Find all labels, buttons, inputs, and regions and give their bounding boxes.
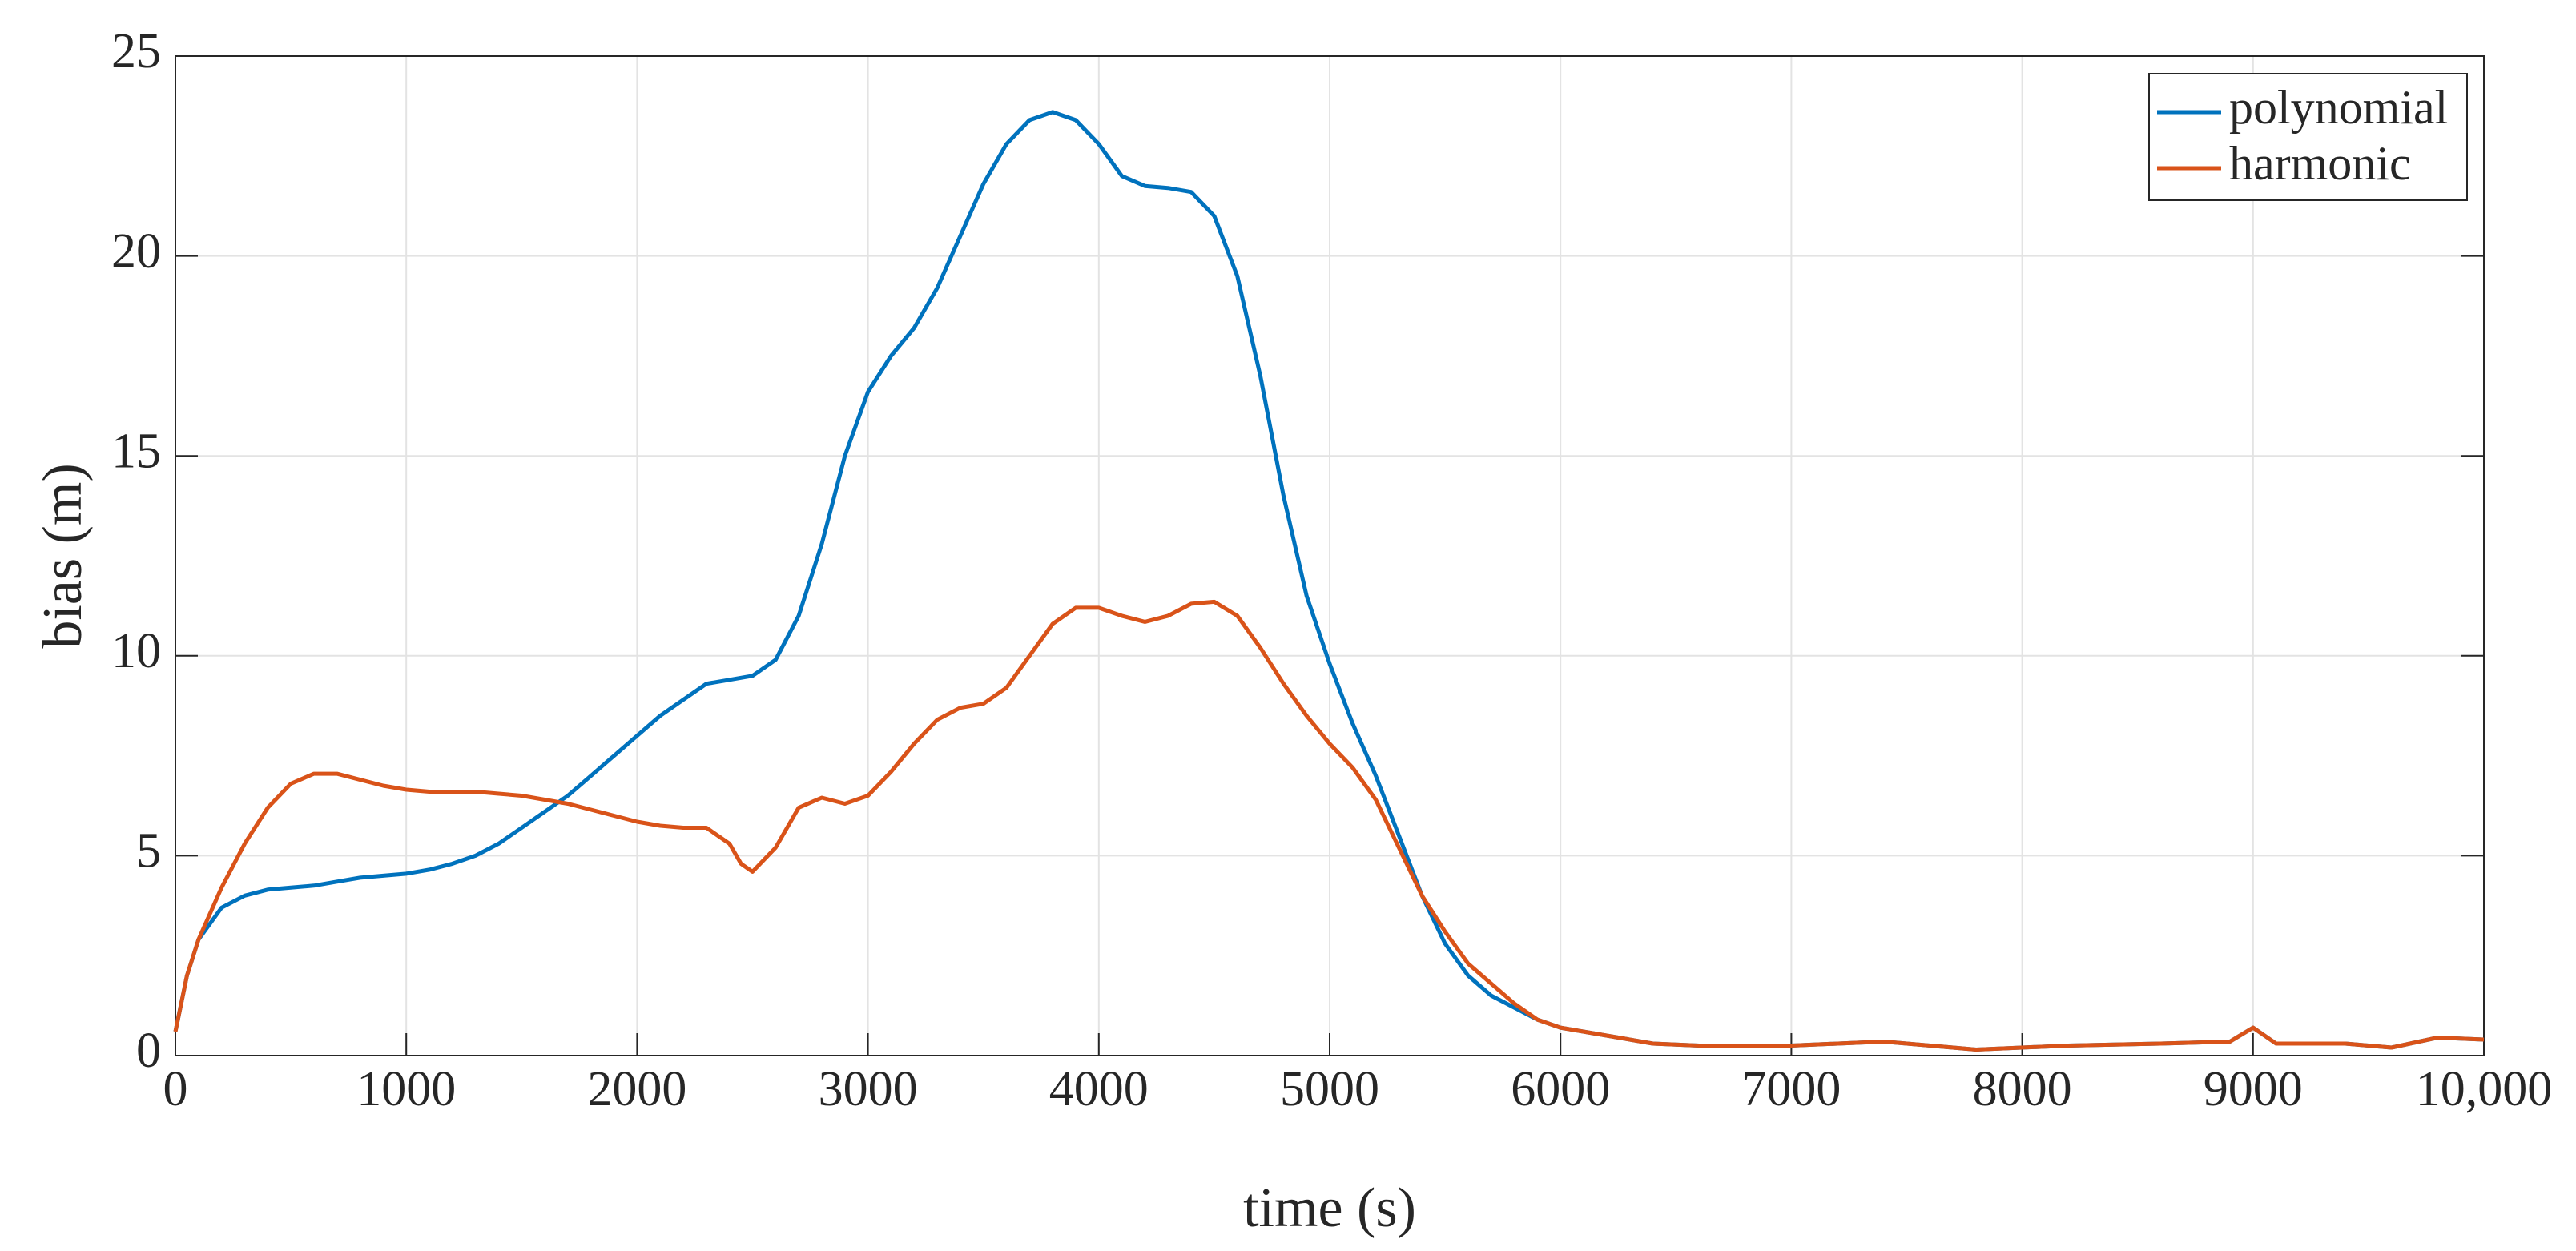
x-tick-label: 1000 (356, 1062, 456, 1116)
plot-frame (175, 55, 2485, 1056)
x-tick-label: 9000 (2204, 1062, 2303, 1116)
x-tick-label: 4000 (1049, 1062, 1149, 1116)
x-tick-label: 6000 (1511, 1062, 1610, 1116)
legend-label: polynomial (2229, 81, 2448, 134)
y-tick-label: 10 (111, 624, 161, 678)
x-axis-label: time (s) (1243, 1177, 1416, 1239)
x-tick-label: 5000 (1280, 1062, 1379, 1116)
legend-box (2148, 73, 2468, 201)
y-axis-label: bias (m) (32, 463, 94, 648)
x-tick-label: 0 (163, 1062, 188, 1116)
y-tick-label: 15 (111, 424, 161, 478)
legend-label: harmonic (2229, 137, 2411, 190)
x-tick-label: 3000 (819, 1062, 918, 1116)
y-tick-label: 25 (111, 24, 161, 78)
x-tick-label: 2000 (587, 1062, 686, 1116)
y-tick-label: 5 (136, 824, 161, 879)
x-tick-label: 10,000 (2416, 1062, 2553, 1116)
x-tick-label: 7000 (1741, 1062, 1841, 1116)
data-line (173, 599, 2485, 1052)
y-tick-label: 20 (111, 224, 161, 279)
x-tick-label: 8000 (1973, 1062, 2072, 1116)
y-tick-label: 0 (136, 1024, 161, 1078)
